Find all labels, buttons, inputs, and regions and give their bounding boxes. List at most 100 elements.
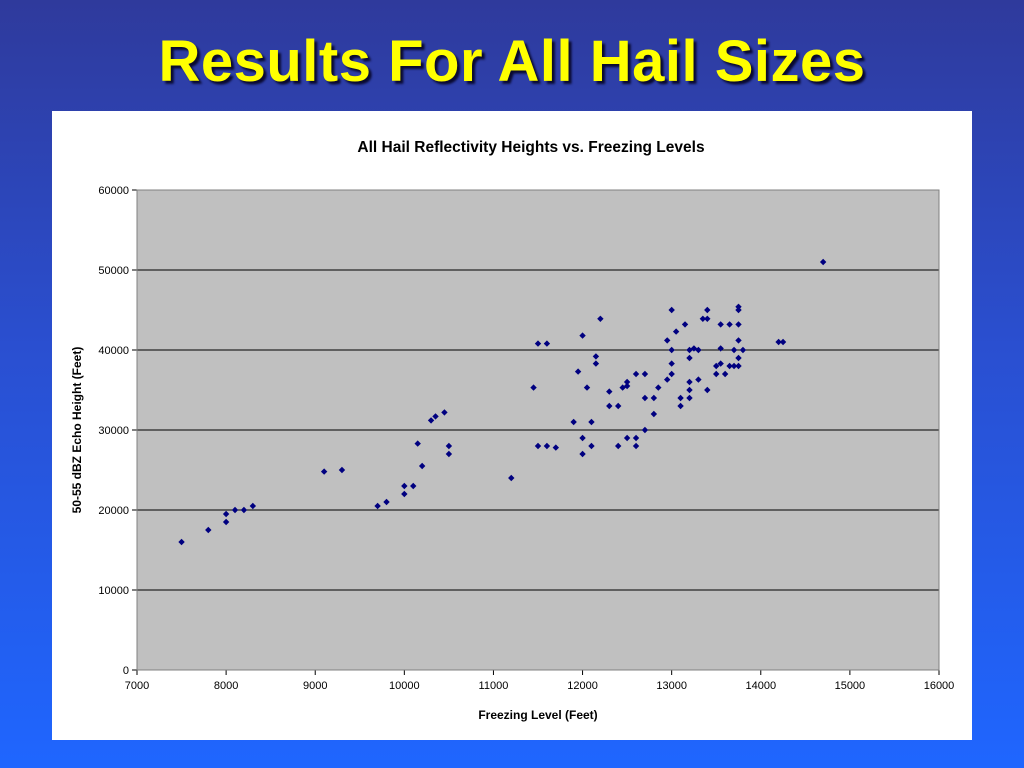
data-point: [641, 426, 649, 434]
data-point: [730, 362, 738, 370]
data-point: [231, 506, 239, 514]
data-point: [677, 394, 684, 402]
data-point: [205, 526, 212, 534]
data-point: [543, 340, 551, 347]
data-point: [588, 418, 595, 426]
data-point: [606, 402, 613, 410]
data-point: [432, 413, 439, 420]
data-point: [374, 502, 381, 510]
x-tick-label: 14000: [745, 680, 776, 692]
data-point: [717, 321, 724, 328]
data-point: [721, 370, 729, 378]
data-point: [410, 482, 417, 490]
data-point: [668, 346, 675, 354]
x-tick-label: 9000: [303, 680, 327, 692]
data-point: [735, 321, 742, 328]
data-point: [686, 354, 693, 362]
data-point: [445, 442, 453, 450]
data-point: [623, 378, 631, 386]
data-point: [606, 388, 613, 395]
data-point: [699, 315, 707, 322]
data-point: [222, 518, 230, 526]
data-point: [668, 370, 675, 378]
data-point: [686, 378, 693, 386]
data-point: [588, 442, 595, 450]
data-point: [579, 332, 586, 339]
scatter-chart: 0 10000 20000 30000 40000 50000 60000 7000 8000 9…: [70, 139, 954, 722]
data-point: [178, 538, 185, 546]
x-tick-label: 10000: [389, 680, 420, 692]
data-points: [178, 258, 827, 546]
tick-labels: 0 10000 20000 30000 40000 50000 60000 7000 8000 9…: [98, 185, 954, 692]
data-point: [713, 362, 720, 370]
y-axis-label: 50-55 dBZ Echo Height (Feet): [70, 347, 84, 514]
data-point: [632, 434, 640, 442]
x-tick-label: 7000: [125, 680, 149, 692]
data-point: [664, 337, 671, 344]
data-point: [735, 362, 742, 370]
data-point: [632, 442, 640, 450]
data-point: [570, 418, 577, 426]
data-point: [597, 315, 604, 322]
data-point: [579, 434, 586, 442]
data-point: [779, 338, 787, 346]
data-point: [543, 442, 551, 450]
data-point: [427, 417, 435, 424]
y-tick-label: 50000: [98, 265, 129, 277]
data-point: [222, 510, 230, 518]
chart-title: All Hail Reflectivity Heights vs. Freezi…: [357, 139, 704, 156]
data-point: [623, 382, 631, 390]
data-point: [592, 353, 600, 360]
data-point: [677, 402, 684, 410]
data-point: [672, 328, 680, 335]
x-tick-label: 15000: [835, 680, 866, 692]
data-point: [623, 434, 631, 442]
data-point: [530, 384, 537, 391]
data-point: [681, 321, 689, 328]
data-point: [320, 468, 328, 475]
data-point: [735, 337, 742, 344]
data-point: [338, 466, 346, 474]
data-point: [735, 354, 742, 362]
data-point: [414, 440, 421, 447]
data-point: [615, 442, 622, 450]
data-point: [534, 442, 542, 450]
data-point: [383, 498, 390, 506]
x-tick-label: 11000: [479, 680, 509, 692]
x-tick-label: 13000: [656, 680, 687, 692]
data-point: [735, 306, 742, 314]
slide-title: Results For All Hail Sizes: [158, 29, 866, 94]
data-point: [717, 345, 724, 352]
x-tick-label: 16000: [924, 680, 955, 692]
data-point: [579, 450, 586, 458]
y-tick-label: 30000: [98, 425, 129, 437]
data-point: [668, 306, 675, 314]
x-axis-label: Freezing Level (Feet): [478, 708, 597, 722]
chart-panel: 0 10000 20000 30000 40000 50000 60000 7000 8000 9…: [52, 111, 972, 740]
plot-border: [136, 189, 940, 671]
x-tick-label: 8000: [214, 680, 238, 692]
data-point: [775, 338, 782, 346]
data-point: [418, 462, 426, 470]
data-point: [739, 346, 747, 354]
data-point: [650, 410, 658, 418]
data-point: [730, 346, 738, 354]
data-point: [704, 306, 711, 314]
data-point: [534, 340, 542, 347]
data-point: [583, 384, 591, 391]
data-point: [249, 502, 257, 510]
data-point: [574, 368, 582, 375]
data-point: [401, 482, 408, 490]
data-point: [668, 360, 675, 367]
data-point: [726, 362, 733, 370]
data-point: [641, 394, 649, 402]
y-tick-label: 10000: [98, 585, 129, 597]
data-point: [664, 376, 671, 383]
data-point: [592, 360, 600, 367]
data-point: [695, 346, 702, 354]
data-point: [704, 315, 711, 322]
data-point: [819, 258, 827, 266]
data-point: [641, 370, 649, 378]
x-tick-label: 12000: [567, 680, 598, 692]
data-point: [632, 370, 640, 378]
